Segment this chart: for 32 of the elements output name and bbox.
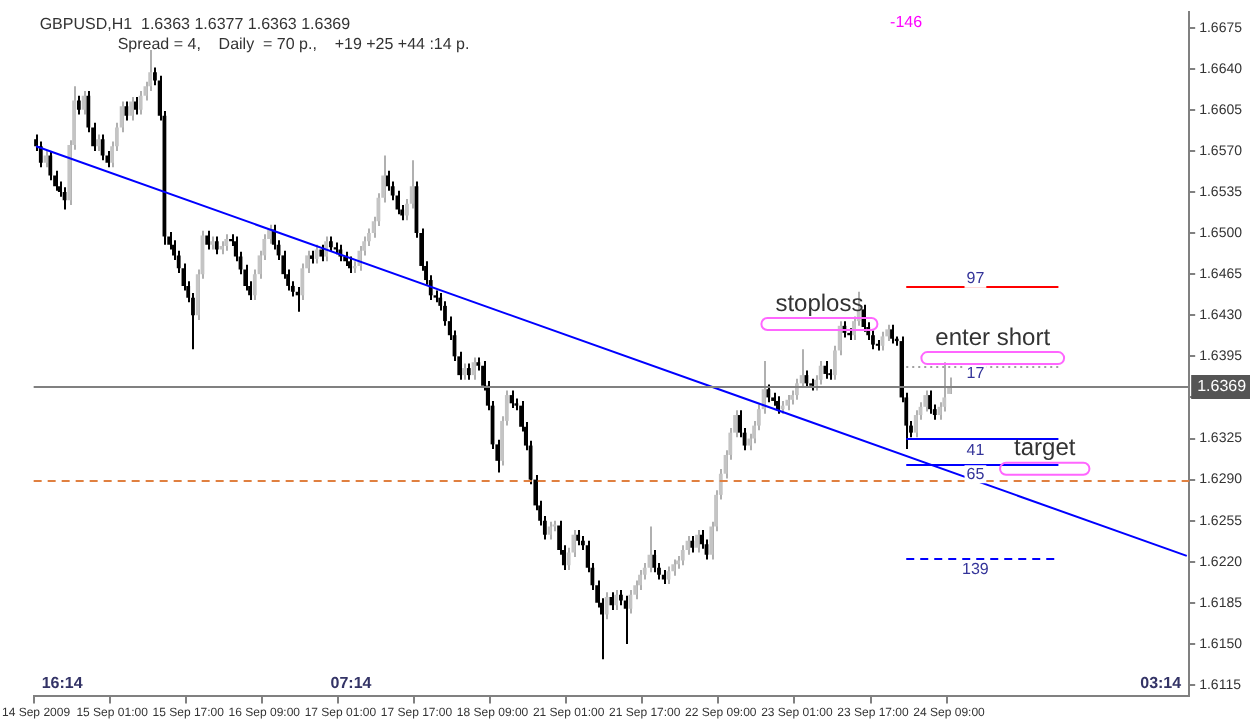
chart-title: GBPUSD,H1 1.6363 1.6377 1.6363 1.6369 (39, 14, 352, 33)
candlestick (300, 262, 305, 301)
annotation: 07:14 (330, 674, 373, 693)
annotation: 41 (966, 441, 986, 460)
candlestick (357, 245, 362, 272)
candlestick (38, 140, 43, 169)
annotation: stoploss (775, 288, 864, 317)
annotation: -146 (890, 12, 924, 31)
annotation: 65 (966, 464, 986, 483)
candlestick (695, 529, 700, 554)
candlestick (913, 409, 918, 439)
annotation: 16:14 (41, 674, 84, 693)
annotation: target (1014, 433, 1077, 462)
ref-line-label: 1.6369 (1197, 377, 1248, 396)
annotation: 97 (966, 269, 986, 288)
annotation: enter short (935, 322, 1052, 351)
candlestick (205, 229, 210, 251)
annotation: 139 (962, 559, 990, 578)
candlestick (124, 100, 129, 122)
candlestick (129, 95, 134, 122)
candlestick (818, 360, 823, 386)
candlestick (76, 94, 81, 116)
annotation: 03:14 (1140, 674, 1183, 693)
candlestick (942, 361, 947, 413)
candlestick (623, 594, 628, 645)
annotation: 17 (966, 363, 986, 382)
candlestick (604, 591, 609, 621)
candlestick (871, 329, 875, 351)
candlestick (652, 549, 657, 574)
candlestick (923, 389, 928, 413)
candlestick (680, 544, 685, 567)
text: Spread = 4, Daily = 70 p., +19 +25 +44 :14 p. (117, 34, 470, 53)
